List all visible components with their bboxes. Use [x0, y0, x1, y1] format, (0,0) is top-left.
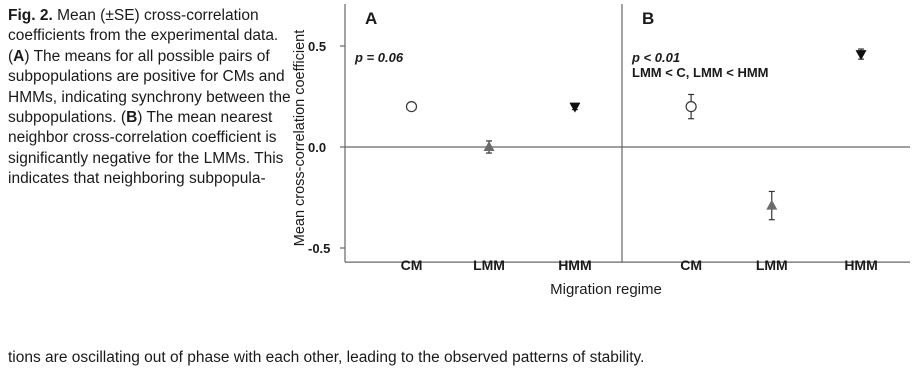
- data-point: [405, 100, 418, 113]
- data-point: [483, 141, 495, 151]
- panel-annotation: p = 0.06: [354, 50, 404, 65]
- caption-panel-b-ref: B: [126, 109, 138, 127]
- data-point: [569, 102, 581, 113]
- x-tick-label: LMM: [756, 257, 788, 273]
- caption-text-b: ) The mean nearest neighbor cross-correl…: [8, 109, 284, 188]
- data-point: [685, 100, 697, 113]
- data-point: [855, 50, 867, 61]
- figure-label: Fig. 2.: [8, 7, 53, 24]
- x-tick-label: LMM: [473, 257, 505, 273]
- x-tick-label: HMM: [844, 257, 877, 273]
- x-axis-title: Migration regime: [550, 281, 662, 298]
- panel-annotation: p < 0.01: [631, 50, 680, 65]
- x-tick-label: HMM: [558, 257, 591, 273]
- x-tick-label: CM: [401, 257, 423, 273]
- y-tick-label: 0.0: [308, 140, 326, 155]
- figure-caption: Fig. 2. Mean (±SE) cross-correlation coe…: [8, 6, 294, 190]
- caption-intro: Mean (±SE) cross-correlation coefficient…: [8, 7, 279, 65]
- panel-annotation: LMM < C, LMM < HMM: [632, 65, 769, 80]
- y-tick-label: -0.5: [308, 241, 330, 256]
- panel-label-a: A: [365, 9, 377, 28]
- caption-panel-a-ref: A: [13, 47, 25, 65]
- caption-text-a: ) The means for all possible pairs of su…: [8, 47, 291, 127]
- y-axis-title: Mean cross-correlation coefficient: [292, 30, 308, 247]
- panel-label-b: B: [642, 9, 654, 28]
- caption-tail: tions are oscillating out of phase with …: [8, 349, 645, 366]
- x-tick-label: CM: [680, 257, 702, 273]
- data-point: [766, 199, 778, 210]
- y-tick-label: 0.5: [308, 39, 326, 54]
